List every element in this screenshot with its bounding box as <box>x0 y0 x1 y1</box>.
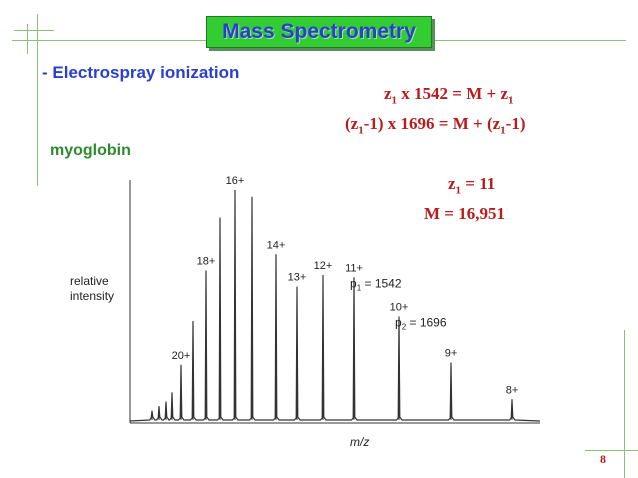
peak-annotation: p2 = 1696 <box>395 316 447 332</box>
slide-title: Mass Spectrometry <box>222 20 416 43</box>
peak-charge-label: 12+ <box>314 260 333 272</box>
title-box: Mass Spectrometry <box>206 16 432 48</box>
spectrum-axes <box>129 180 540 424</box>
peak-charge-label: 13+ <box>288 272 307 284</box>
peak-charge-label: 18+ <box>197 256 216 268</box>
peak-annotation: p1 = 1542 <box>350 276 402 292</box>
equation-2: (z1-1) x 1696 = M + (z1-1) <box>345 114 526 137</box>
page-number: 8 <box>600 452 606 466</box>
sample-name: myoglobin <box>50 142 131 159</box>
slide-subtitle: - Electrospray ionization <box>42 63 240 82</box>
frame-line-left <box>37 14 38 186</box>
equation-1: z1 x 1542 = M + z1 <box>384 84 514 107</box>
peak-charge-label: 14+ <box>267 239 286 251</box>
frame-line-bottom <box>585 450 638 451</box>
peak-annotations: p1 = 1542 p2 = 1696 <box>350 276 447 331</box>
peak-labels: 20+ 18+ 16+ 14+ 13+ 12+ 11+ 10+ 9+ 8+ <box>151 175 519 420</box>
frame-line-left-inner <box>27 24 28 54</box>
equation-mass-result: M = 16,951 <box>424 204 505 223</box>
peak-charge-label: 10+ <box>390 302 409 314</box>
frame-line-right <box>624 330 625 478</box>
y-axis-label-line2: intensity <box>70 289 114 303</box>
peak-charge-label: 9+ <box>445 348 458 360</box>
peak-charge-label: 16+ <box>226 175 245 187</box>
equation-charge-result: z1 = 11 <box>448 174 496 197</box>
peak-charge-label: 20+ <box>172 350 191 362</box>
spectrum-trace <box>129 189 541 422</box>
y-axis-label-line1: relative <box>70 274 109 288</box>
x-axis-label: m/z <box>350 435 369 449</box>
frame-line-top-inner <box>14 30 54 31</box>
peak-charge-label: 8+ <box>506 384 519 396</box>
peak-charge-label: 11+ <box>345 262 363 274</box>
